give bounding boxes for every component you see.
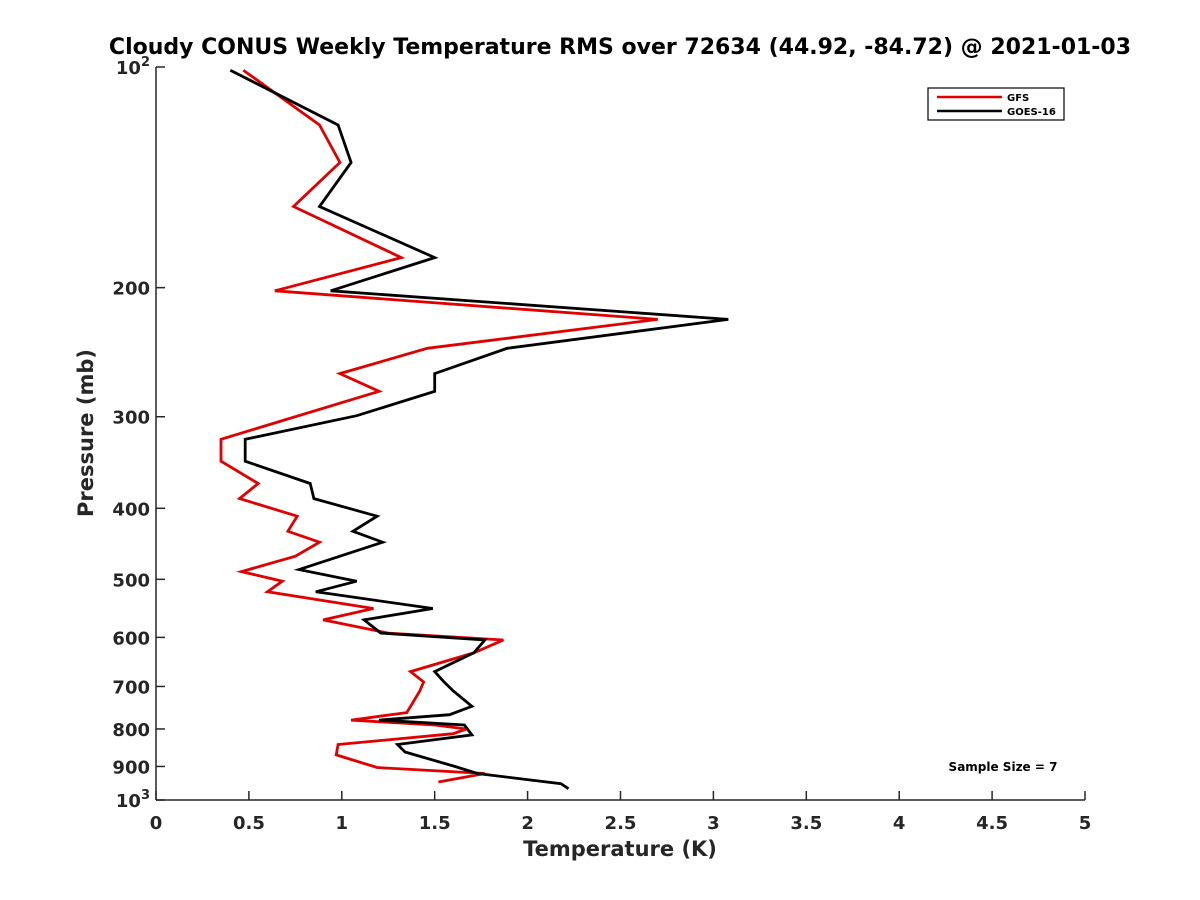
y-tick-label: 700 bbox=[112, 677, 150, 698]
series-line-goes16 bbox=[229, 68, 729, 790]
y-tick-label: 300 bbox=[112, 408, 150, 429]
x-tick-label: 1.5 bbox=[419, 813, 451, 834]
x-axis-label: Temperature (K) bbox=[523, 837, 717, 861]
y-tick-label: 800 bbox=[112, 720, 150, 741]
legend-label-goes16: GOES-16 bbox=[1007, 107, 1056, 118]
y-tick-label: 103 bbox=[116, 788, 150, 812]
legend-box bbox=[927, 87, 1065, 121]
legend: GFS GOES-16 bbox=[927, 87, 1065, 121]
x-tick-label: 1 bbox=[336, 813, 349, 834]
x-tick-label: 4.5 bbox=[976, 813, 1008, 834]
x-tick-label: 4 bbox=[893, 813, 906, 834]
y-tick-label: 400 bbox=[112, 499, 150, 520]
x-tick-label: 3 bbox=[707, 813, 720, 834]
plot-area bbox=[156, 67, 1085, 800]
y-tick-label: 102 bbox=[116, 55, 150, 79]
sample-size-annotation: Sample Size = 7 bbox=[949, 760, 1058, 774]
legend-label-gfs: GFS bbox=[1007, 93, 1029, 104]
x-tick-layer: 0 0.5 1 1.5 2 2.5 3 3.5 4 4.5 5 bbox=[150, 791, 1092, 834]
y-tick-label: 200 bbox=[112, 279, 150, 300]
x-tick-label: 2.5 bbox=[605, 813, 637, 834]
y-tick-layer: 102 200 300 400 500 600 700 800 900 103 bbox=[112, 55, 165, 812]
chart-title: Cloudy CONUS Weekly Temperature RMS over… bbox=[109, 35, 1131, 60]
series-layer bbox=[219, 68, 729, 790]
y-tick-label: 500 bbox=[112, 570, 150, 591]
x-tick-label: 5 bbox=[1079, 813, 1092, 834]
y-tick-label: 900 bbox=[112, 757, 150, 778]
y-axis-label: Pressure (mb) bbox=[74, 349, 98, 517]
y-tick-label: 600 bbox=[112, 628, 150, 649]
x-tick-label: 0 bbox=[150, 813, 163, 834]
x-tick-label: 2 bbox=[521, 813, 534, 834]
x-tick-label: 0.5 bbox=[233, 813, 265, 834]
series-line-gfs bbox=[219, 69, 658, 784]
x-tick-label: 3.5 bbox=[790, 813, 822, 834]
